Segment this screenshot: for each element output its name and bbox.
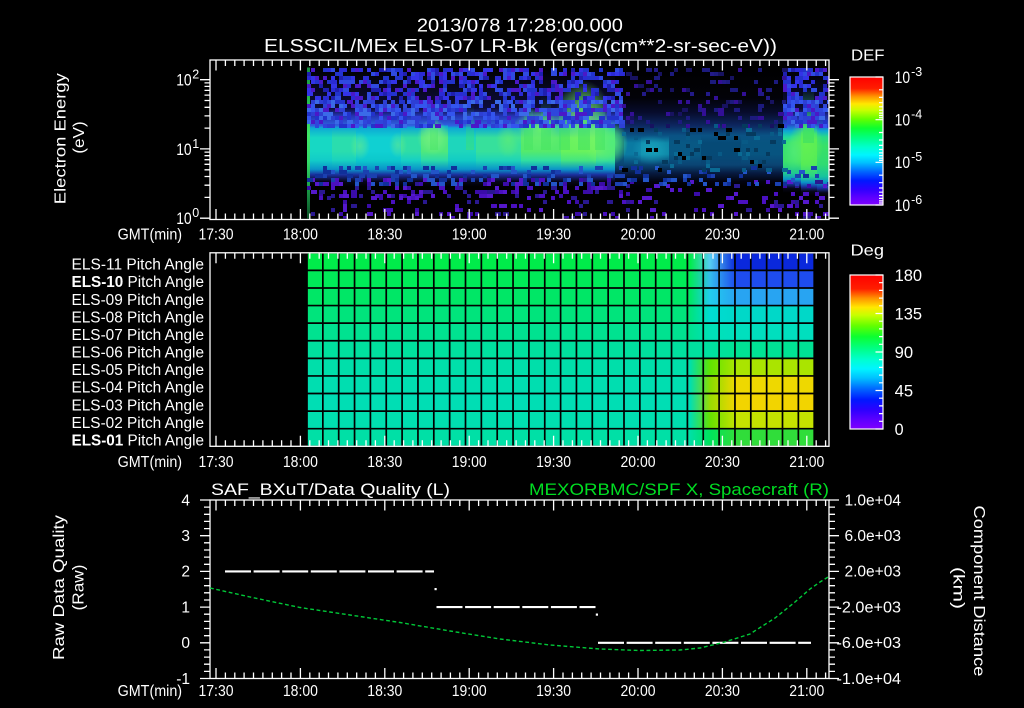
svg-text:20:30: 20:30: [705, 227, 740, 244]
svg-text:(Raw): (Raw): [71, 565, 88, 611]
svg-text:18:00: 18:00: [283, 454, 318, 471]
svg-text:ELS-10 Pitch Angle: ELS-10 Pitch Angle: [72, 274, 205, 291]
svg-text:19:00: 19:00: [452, 227, 487, 244]
svg-text:20:00: 20:00: [621, 683, 656, 700]
svg-text:180: 180: [895, 266, 923, 285]
svg-text:17:30: 17:30: [199, 454, 234, 471]
svg-text:-1.0e+04: -1.0e+04: [837, 671, 902, 688]
svg-text:21:00: 21:00: [789, 227, 824, 244]
svg-text:100: 100: [176, 206, 199, 228]
svg-text:GMT(min): GMT(min): [118, 454, 183, 471]
svg-text:18:30: 18:30: [367, 454, 402, 471]
svg-text:ELS-02 Pitch Angle: ELS-02 Pitch Angle: [72, 415, 205, 432]
svg-text:Component Distance: Component Distance: [970, 506, 987, 677]
svg-text:20:30: 20:30: [705, 454, 740, 471]
svg-text:10-6: 10-6: [895, 193, 923, 215]
svg-text:6.0e+03: 6.0e+03: [845, 528, 902, 545]
svg-text:ELS-09 Pitch Angle: ELS-09 Pitch Angle: [72, 292, 205, 309]
svg-text:17:30: 17:30: [199, 227, 234, 244]
svg-text:Deg: Deg: [851, 243, 885, 260]
svg-text:2.0e+03: 2.0e+03: [845, 564, 902, 581]
svg-text:10-4: 10-4: [895, 108, 923, 130]
svg-text:(km): (km): [950, 567, 967, 609]
svg-text:Electron Energy: Electron Energy: [53, 73, 70, 204]
svg-text:19:30: 19:30: [536, 227, 571, 244]
svg-text:ELS-08 Pitch Angle: ELS-08 Pitch Angle: [72, 309, 205, 326]
svg-text:0: 0: [895, 420, 904, 439]
svg-text:GMT(min): GMT(min): [118, 227, 183, 244]
svg-text:ELS-06 Pitch Angle: ELS-06 Pitch Angle: [72, 345, 205, 362]
svg-text:GMT(min): GMT(min): [118, 683, 183, 700]
svg-text:ELSSCIL/MEx ELS-07 LR-Bk (erg: ELSSCIL/MEx ELS-07 LR-Bk (ergs/(cm**2-sr…: [264, 36, 777, 56]
svg-text:3: 3: [181, 528, 190, 545]
svg-text:ELS-07 Pitch Angle: ELS-07 Pitch Angle: [72, 327, 205, 344]
svg-text:102: 102: [176, 68, 199, 90]
svg-text:19:30: 19:30: [536, 683, 571, 700]
svg-text:101: 101: [176, 137, 199, 159]
svg-text:Raw Data Quality: Raw Data Quality: [51, 515, 68, 660]
svg-text:4: 4: [181, 492, 190, 509]
svg-text:45: 45: [895, 381, 914, 400]
svg-text:18:30: 18:30: [367, 683, 402, 700]
svg-text:ELS-01 Pitch Angle: ELS-01 Pitch Angle: [72, 433, 205, 450]
svg-text:SAF_BXuT/Data Quality (L): SAF_BXuT/Data Quality (L): [211, 481, 450, 499]
svg-text:2013/078 17:28:00.000: 2013/078 17:28:00.000: [417, 15, 623, 36]
svg-text:DEF: DEF: [851, 48, 885, 65]
svg-text:(eV): (eV): [71, 121, 88, 154]
svg-text:0: 0: [181, 635, 190, 652]
svg-text:17:30: 17:30: [199, 683, 234, 700]
svg-text:-2.0e+03: -2.0e+03: [837, 599, 902, 616]
svg-text:135: 135: [895, 304, 923, 323]
svg-text:19:30: 19:30: [536, 454, 571, 471]
svg-text:18:30: 18:30: [367, 227, 402, 244]
svg-text:1.0e+04: 1.0e+04: [845, 492, 902, 509]
svg-text:20:00: 20:00: [621, 454, 656, 471]
svg-text:18:00: 18:00: [283, 227, 318, 244]
svg-text:20:00: 20:00: [621, 227, 656, 244]
svg-text:10-5: 10-5: [895, 150, 923, 172]
svg-text:ELS-04 Pitch Angle: ELS-04 Pitch Angle: [72, 380, 205, 397]
svg-text:-1: -1: [176, 671, 190, 688]
svg-text:90: 90: [895, 343, 914, 362]
svg-text:1: 1: [181, 599, 190, 616]
svg-text:ELS-03 Pitch Angle: ELS-03 Pitch Angle: [72, 397, 205, 414]
svg-text:2: 2: [181, 564, 190, 581]
svg-text:-6.0e+03: -6.0e+03: [837, 635, 902, 652]
svg-text:18:00: 18:00: [283, 683, 318, 700]
svg-text:19:00: 19:00: [452, 454, 487, 471]
svg-text:MEXORBMC/SPF X, Spacecraft (R): MEXORBMC/SPF X, Spacecraft (R): [529, 481, 829, 499]
svg-text:20:30: 20:30: [705, 683, 740, 700]
svg-text:ELS-05 Pitch Angle: ELS-05 Pitch Angle: [72, 362, 205, 379]
svg-text:21:00: 21:00: [789, 454, 824, 471]
svg-text:21:00: 21:00: [789, 683, 824, 700]
svg-text:ELS-11 Pitch Angle: ELS-11 Pitch Angle: [72, 257, 205, 274]
svg-text:19:00: 19:00: [452, 683, 487, 700]
svg-text:10-3: 10-3: [895, 65, 923, 87]
